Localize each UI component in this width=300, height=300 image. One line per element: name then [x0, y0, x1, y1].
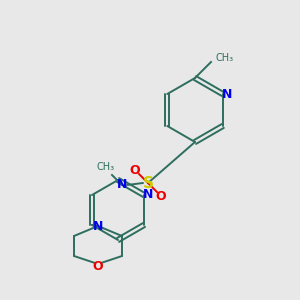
Text: S: S [142, 176, 154, 190]
Text: N: N [221, 88, 232, 100]
Text: N: N [93, 220, 103, 232]
Text: O: O [130, 164, 140, 176]
Text: N: N [117, 178, 127, 191]
Text: CH₃: CH₃ [215, 53, 233, 63]
Text: CH₃: CH₃ [97, 162, 115, 172]
Text: O: O [156, 190, 166, 202]
Text: N: N [143, 188, 153, 202]
Text: O: O [93, 260, 103, 272]
